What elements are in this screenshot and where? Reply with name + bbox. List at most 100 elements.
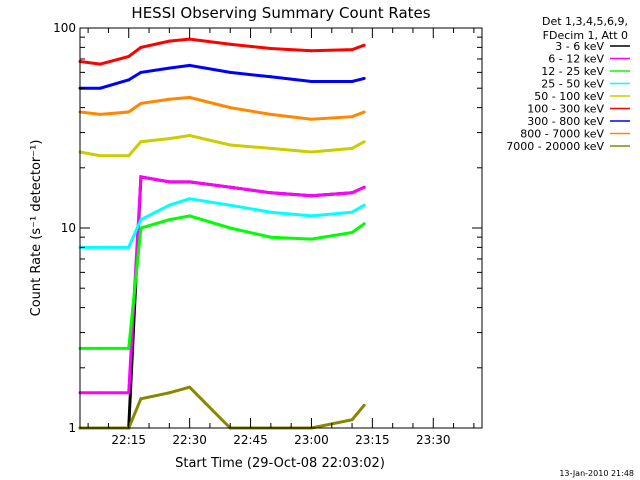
- legend: Det 1,3,4,5,6,9,FDecim 1, Att 03 - 6 keV…: [506, 15, 630, 153]
- series-point-6-6: [228, 70, 232, 74]
- series-point-3-9: [350, 210, 354, 214]
- plot-area: [80, 28, 482, 428]
- y-tick-label-1: 10: [61, 221, 76, 235]
- series-point-3-4: [167, 203, 171, 207]
- legend-entry-label-1: 6 - 12 keV: [548, 53, 604, 66]
- series-point-4-9: [350, 146, 354, 150]
- series-point-8-3: [139, 397, 143, 401]
- series-point-6-10: [362, 76, 366, 80]
- series-point-7-4: [167, 97, 171, 101]
- series-point-1-7: [269, 191, 273, 195]
- series-point-4-5: [188, 134, 192, 137]
- series-point-3-1: [98, 245, 102, 249]
- series-point-1-1: [98, 391, 102, 395]
- series-point-5-9: [350, 48, 354, 52]
- series-point-7-9: [350, 115, 354, 119]
- series-point-4-7: [269, 146, 273, 150]
- series-point-1-4: [167, 180, 171, 184]
- series-point-2-4: [167, 218, 171, 222]
- series-point-4-6: [228, 143, 232, 147]
- axes-layer: 1 10 100 22:15 22:30 22:45 23:00 23:15 23:30: [53, 21, 483, 447]
- series-point-2-5: [188, 214, 192, 218]
- series-point-8-4: [167, 391, 171, 395]
- series-point-5-3: [139, 45, 143, 49]
- legend-entry-label-2: 12 - 25 keV: [541, 65, 604, 78]
- series-point-2-10: [362, 222, 366, 226]
- series-point-3-7: [269, 210, 273, 214]
- x-axis-label: Start Time (29-Oct-08 22:03:02): [175, 456, 385, 471]
- series-point-1-5: [188, 180, 192, 184]
- y-axis-label: Count Rate (s⁻¹ detector⁻¹): [29, 140, 44, 317]
- legend-header-line-1: FDecim 1, Att 0: [543, 29, 628, 42]
- series-point-6-4: [167, 66, 171, 70]
- series-point-6-3: [139, 70, 143, 74]
- series-point-2-3: [139, 226, 143, 230]
- series-point-4-1: [98, 154, 102, 158]
- series-point-5-8: [310, 49, 313, 53]
- series-point-4-2: [127, 154, 131, 158]
- series-point-7-1: [98, 112, 102, 116]
- series-point-4-8: [310, 150, 313, 154]
- y-tick-label-0: 1: [68, 421, 76, 435]
- series-point-7-8: [310, 117, 313, 121]
- series-point-8-10: [362, 403, 366, 407]
- series-point-1-10: [362, 185, 366, 189]
- series-point-1-2: [127, 391, 131, 395]
- series-point-3-3: [139, 218, 143, 222]
- series-point-5-1: [98, 62, 102, 66]
- series-point-2-7: [269, 235, 273, 239]
- x-tick-label-4: 23:15: [355, 433, 390, 447]
- legend-entry-label-6: 300 - 800 keV: [527, 115, 604, 128]
- series-point-4-10: [362, 140, 366, 144]
- series-point-8-5: [188, 385, 192, 389]
- series-point-4-3: [139, 140, 143, 144]
- legend-entry-label-0: 3 - 6 keV: [555, 40, 604, 53]
- series-point-3-2: [127, 245, 131, 249]
- series-point-2-8: [310, 237, 313, 241]
- series-point-6-9: [350, 80, 354, 83]
- series-point-8-9: [350, 418, 354, 422]
- series-point-7-10: [362, 110, 366, 114]
- series-point-2-2: [127, 346, 131, 350]
- x-tick-label-3: 23:00: [294, 433, 329, 447]
- series-point-5-5: [188, 37, 192, 41]
- chart-title: HESSI Observing Summary Count Rates: [131, 4, 430, 22]
- series-point-7-5: [188, 95, 192, 99]
- legend-header-line-0: Det 1,3,4,5,6,9,: [542, 15, 628, 28]
- series-point-7-7: [269, 112, 273, 116]
- series-point-6-2: [127, 78, 131, 82]
- series-point-6-1: [98, 86, 102, 90]
- plot-background: [80, 28, 482, 428]
- series-point-3-5: [188, 197, 192, 201]
- series-point-5-10: [362, 43, 366, 47]
- x-tick-label-1: 22:30: [172, 433, 207, 447]
- legend-entry-label-7: 800 - 7000 keV: [520, 128, 604, 141]
- legend-entry-label-3: 25 - 50 keV: [541, 78, 604, 91]
- series-point-6-5: [188, 63, 192, 67]
- series-point-3-10: [362, 203, 366, 207]
- y-tick-label-2: 100: [53, 21, 76, 35]
- series-point-1-9: [350, 191, 354, 195]
- series-layer: [78, 37, 366, 430]
- series-point-3-8: [310, 214, 313, 218]
- series-point-3-6: [228, 203, 232, 207]
- series-point-2-6: [228, 226, 232, 230]
- series-point-1-8: [310, 194, 313, 198]
- series-point-5-7: [269, 47, 273, 50]
- legend-entry-label-4: 50 - 100 keV: [534, 90, 604, 103]
- series-point-7-3: [139, 101, 143, 105]
- x-tick-label-2: 22:45: [233, 433, 268, 447]
- series-point-5-4: [167, 39, 171, 43]
- x-tick-label-0: 22:15: [111, 433, 146, 447]
- series-point-1-6: [228, 185, 232, 189]
- series-point-6-7: [269, 75, 273, 79]
- series-point-7-2: [127, 110, 131, 114]
- series-point-4-4: [167, 137, 171, 141]
- series-point-2-9: [350, 231, 354, 234]
- legend-entry-label-5: 100 - 300 keV: [527, 103, 604, 116]
- series-point-6-8: [310, 80, 313, 83]
- footer-timestamp: 13-Jan-2010 21:48: [559, 469, 634, 478]
- series-point-1-3: [139, 175, 143, 179]
- series-point-5-2: [127, 55, 131, 58]
